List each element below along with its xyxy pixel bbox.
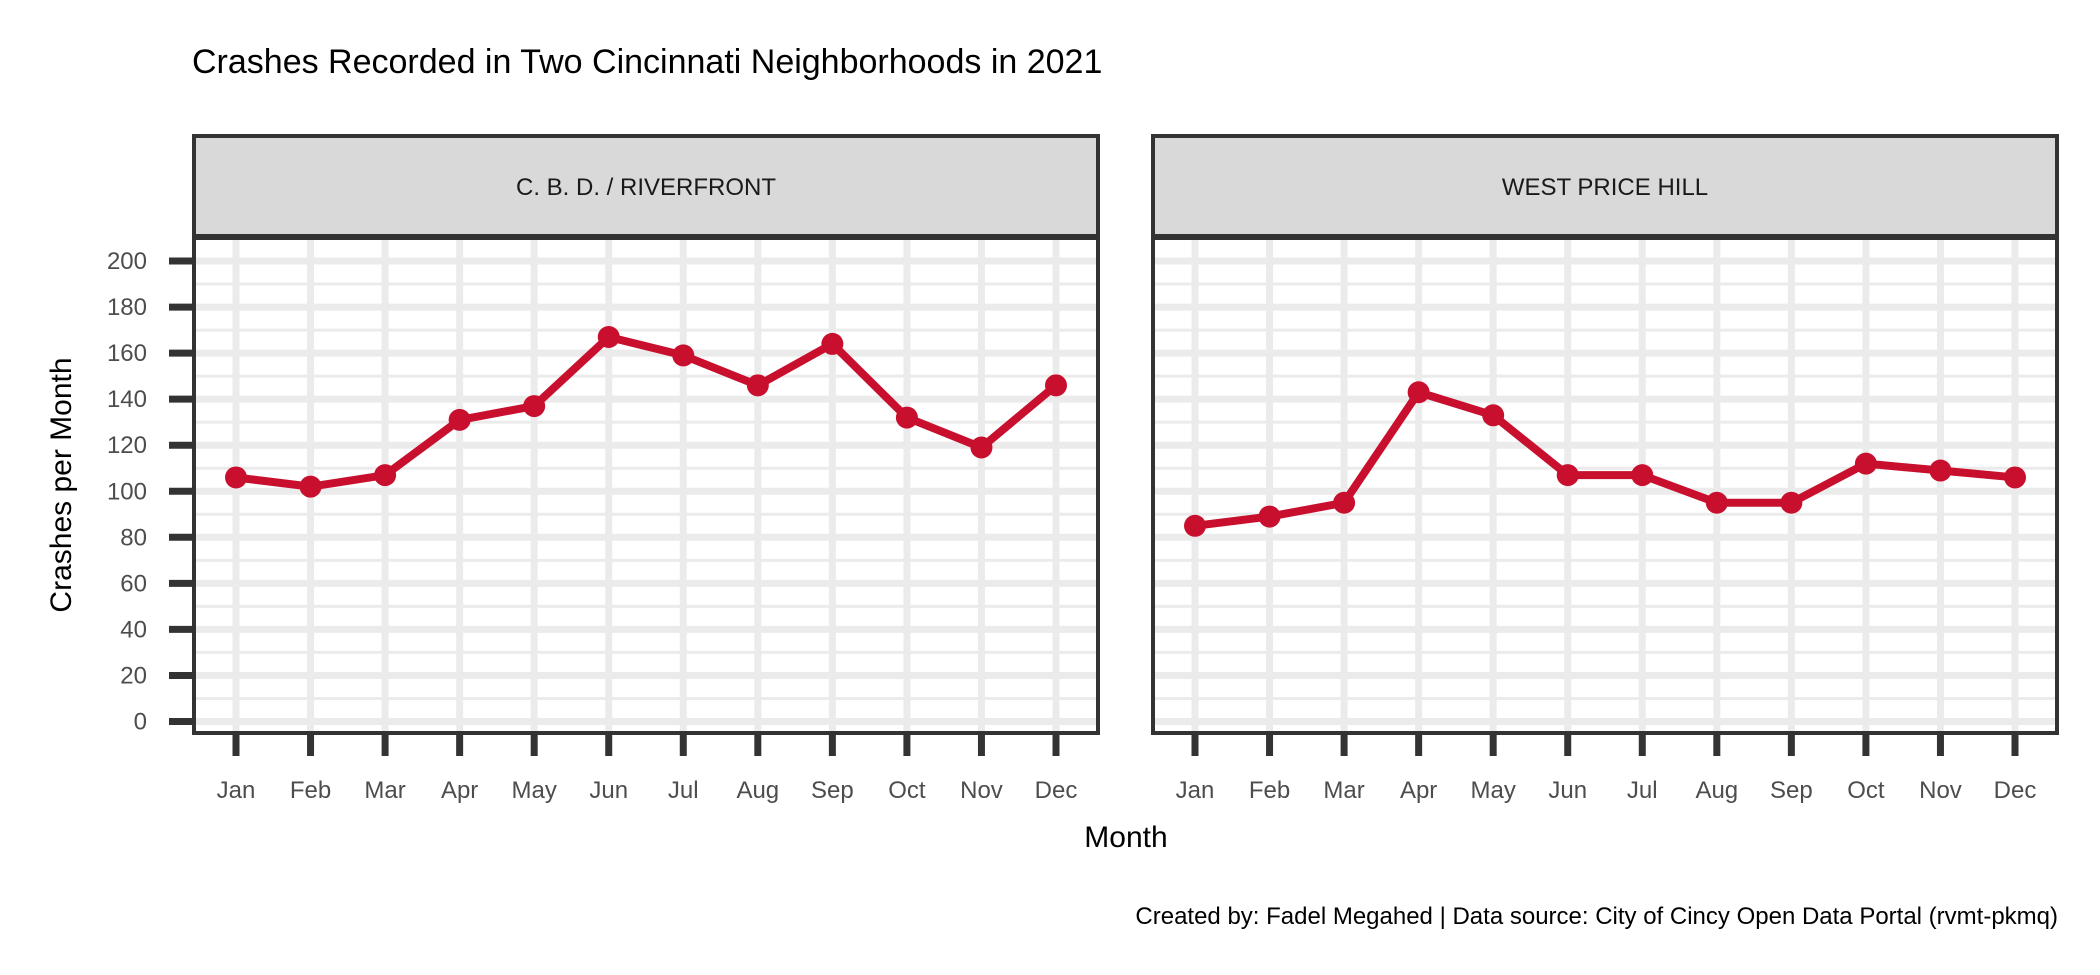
x-tick-label: Jan xyxy=(217,777,256,804)
series-line xyxy=(235,333,1059,491)
x-tick-label: Jun xyxy=(589,777,628,804)
data-point xyxy=(821,332,844,355)
y-axis: 0 20 40 60 80 100 120 140 160 180 200 xyxy=(107,248,194,735)
x-tick-label: Jul xyxy=(668,777,699,804)
y-tick-label: 180 xyxy=(107,294,147,321)
facet-strip xyxy=(1151,134,2059,238)
x-tick-label: Jan xyxy=(1176,777,1215,804)
x-tick-label: Mar xyxy=(1323,777,1364,804)
x-tick-label: Apr xyxy=(441,777,478,804)
data-point xyxy=(1184,514,1206,537)
x-tick-label: Feb xyxy=(290,777,331,804)
data-point xyxy=(1556,464,1579,487)
y-tick-label: 120 xyxy=(107,432,147,459)
x-tick-label: Apr xyxy=(1400,777,1437,804)
y-tick-label: 160 xyxy=(107,340,147,367)
x-axis-title: Month xyxy=(1084,821,1167,854)
x-tick-label: Aug xyxy=(736,777,779,804)
y-tick-label: 140 xyxy=(107,386,147,413)
data-point xyxy=(523,395,546,418)
panel-2: WEST PRICE HILL Jan Feb Mar Apr May Jun Jul Aug S… xyxy=(1151,134,2059,804)
y-tick-label: 200 xyxy=(107,248,147,275)
gridlines xyxy=(194,238,1098,733)
facet-strip-label: C. B. D. / RIVERFRONT xyxy=(516,174,776,201)
gridlines xyxy=(1153,238,2057,733)
data-point xyxy=(299,475,322,498)
x-tick-label: Nov xyxy=(1919,777,1962,804)
data-point xyxy=(374,464,397,487)
data-point xyxy=(1780,491,1803,514)
facet-strip-label: WEST PRICE HILL xyxy=(1502,174,1708,201)
x-tick-label: Oct xyxy=(1847,777,1885,804)
x-tick-label: Nov xyxy=(960,777,1003,804)
y-tick-label: 0 xyxy=(134,708,147,735)
x-tick-label: Feb xyxy=(1249,777,1290,804)
data-point xyxy=(1631,464,1654,487)
data-point xyxy=(1854,452,1877,475)
x-tick-label: Dec xyxy=(1994,777,2037,804)
x-tick-label: Oct xyxy=(888,777,926,804)
y-tick-label: 40 xyxy=(120,616,147,643)
facet-panels: C. B. D. / RIVERFRONT Jan Feb Mar Apr May Jun J… xyxy=(192,134,2059,804)
x-tick-label: May xyxy=(512,777,557,804)
data-point xyxy=(1407,381,1430,404)
y-tick-label: 60 xyxy=(120,570,147,597)
data-point xyxy=(448,408,471,431)
panel-1: C. B. D. / RIVERFRONT Jan Feb Mar Apr May Jun J… xyxy=(192,134,1100,804)
x-tick-label: Dec xyxy=(1035,777,1078,804)
data-point xyxy=(1705,491,1728,514)
data-point xyxy=(1333,491,1356,514)
data-point xyxy=(746,374,769,397)
series-line xyxy=(1194,388,2016,530)
x-tick-label: Jul xyxy=(1627,777,1658,804)
data-point xyxy=(895,406,918,429)
data-point xyxy=(1482,404,1505,427)
y-tick-label: 20 xyxy=(120,662,147,689)
x-tick-label: May xyxy=(1471,777,1516,804)
panel-border xyxy=(192,236,1100,735)
data-point xyxy=(597,326,620,348)
data-point xyxy=(1929,459,1952,482)
data-point xyxy=(970,436,993,459)
y-tick-label: 80 xyxy=(120,524,147,551)
chart-caption: Created by: Fadel Megahed | Data source:… xyxy=(1135,903,2058,930)
data-point xyxy=(672,344,695,367)
facet-strip xyxy=(192,134,1100,238)
x-tick-label: Sep xyxy=(811,777,854,804)
chart-title: Crashes Recorded in Two Cincinnati Neigh… xyxy=(192,43,1102,81)
data-point xyxy=(225,466,247,489)
x-tick-label: Mar xyxy=(364,777,405,804)
x-tick-label: Sep xyxy=(1770,777,1813,804)
y-axis-title: Crashes per Month xyxy=(45,357,78,612)
y-tick-label: 100 xyxy=(107,478,147,505)
data-point xyxy=(2004,466,2026,489)
panel-border xyxy=(1151,236,2059,735)
x-tick-label: Aug xyxy=(1695,777,1738,804)
x-tick-label: Jun xyxy=(1548,777,1587,804)
data-point xyxy=(1045,374,1067,397)
data-point xyxy=(1258,505,1281,528)
